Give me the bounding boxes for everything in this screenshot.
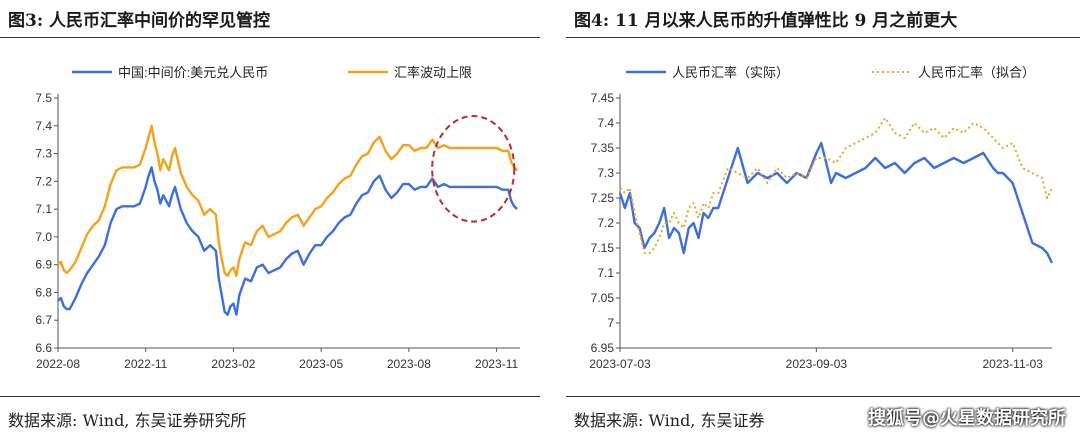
- left-chart-source: 数据来源: Wind, 东吴证券研究所: [8, 411, 247, 430]
- right-title-rule: [566, 37, 1080, 38]
- left-title-rule: [0, 37, 540, 38]
- right-series-line-0: [618, 141, 1054, 264]
- right-ytick-label: 7.3: [597, 166, 614, 180]
- left-ytick-label: 7.5: [35, 91, 52, 105]
- right-chart-source: 数据来源: Wind, 东吴证券: [574, 411, 765, 430]
- right-chart: 7.45 7.4 7.35 7.3 7.25 7.2 7.15 7.1 7.05 7 6.95 202…: [589, 65, 1054, 371]
- right-ytick-label: 7: [607, 316, 614, 330]
- left-series-line-0: [57, 166, 518, 316]
- right-legend-label-0: 人民币汇率（实际）: [672, 65, 789, 80]
- right-legend-label-1: 人民币汇率（拟合）: [918, 65, 1035, 80]
- right-ytick-label: 7.4: [597, 116, 614, 130]
- left-legend-label-1: 汇率波动上限: [394, 65, 472, 80]
- left-ytick-label: 6.6: [35, 341, 52, 355]
- right-ytick-label: 7.1: [597, 266, 614, 280]
- right-xtick-label: 2023-07-03: [589, 357, 651, 371]
- highlight-ellipse: [431, 115, 516, 223]
- right-series-line-1: [619, 117, 1053, 254]
- left-xtick-label: 2023-11: [475, 357, 518, 371]
- right-ytick-label: 7.45: [591, 91, 615, 105]
- right-ytick-label: 7.15: [591, 241, 615, 255]
- left-ytick-label: 7.4: [35, 119, 52, 133]
- left-chart-panel: 图3: 人民币汇率中间价的罕见管控 7.5 7.4 7.3 7.2 7.1 7.0 6.9 6…: [0, 11, 540, 430]
- left-chart: 7.5 7.4 7.3 7.2 7.1 7.0 6.9 6.8 6.7 6.6 2022-08 202…: [35, 65, 520, 371]
- right-ytick-label: 7.35: [591, 141, 615, 155]
- right-chart-panel: 图4: 11 月以来人民币的升值弹性比 9 月之前更大 7.45 7.4 7.35 7…: [566, 0, 1080, 444]
- watermark: 搜狐号@火星数据研究所: [868, 408, 1066, 429]
- left-series-line-1: [57, 124, 518, 277]
- left-bottom-rule: [0, 396, 540, 397]
- left-xtick-label: 2023-02: [211, 357, 255, 371]
- left-xtick-label: 2022-08: [36, 357, 80, 371]
- right-bottom-rule: [566, 396, 1080, 397]
- right-xtick-label: 2023-09-03: [786, 357, 848, 371]
- left-chart-title: 图3: 人民币汇率中间价的罕见管控: [8, 11, 271, 31]
- right-ytick-label: 6.95: [591, 341, 615, 355]
- left-xtick-label: 2022-11: [124, 357, 167, 371]
- left-ytick-label: 6.8: [35, 285, 52, 299]
- left-ytick-label: 7.2: [35, 174, 52, 188]
- right-ytick-label: 7.05: [591, 291, 615, 305]
- left-ytick-label: 6.7: [35, 313, 52, 327]
- right-ytick-label: 7.2: [597, 216, 614, 230]
- left-ytick-label: 7.0: [35, 230, 52, 244]
- left-ytick-label: 7.1: [35, 202, 52, 216]
- left-xtick-label: 2023-05: [299, 357, 343, 371]
- right-xtick-label: 2023-11-03: [982, 357, 1043, 371]
- left-ytick-label: 6.9: [35, 258, 52, 272]
- right-ytick-label: 7.25: [591, 191, 615, 205]
- left-ytick-label: 7.3: [35, 147, 52, 161]
- right-chart-title: 图4: 11 月以来人民币的升值弹性比 9 月之前更大: [574, 11, 958, 31]
- left-legend-label-0: 中国:中间价:美元兑人民币: [118, 65, 268, 80]
- left-xtick-label: 2023-08: [387, 357, 431, 371]
